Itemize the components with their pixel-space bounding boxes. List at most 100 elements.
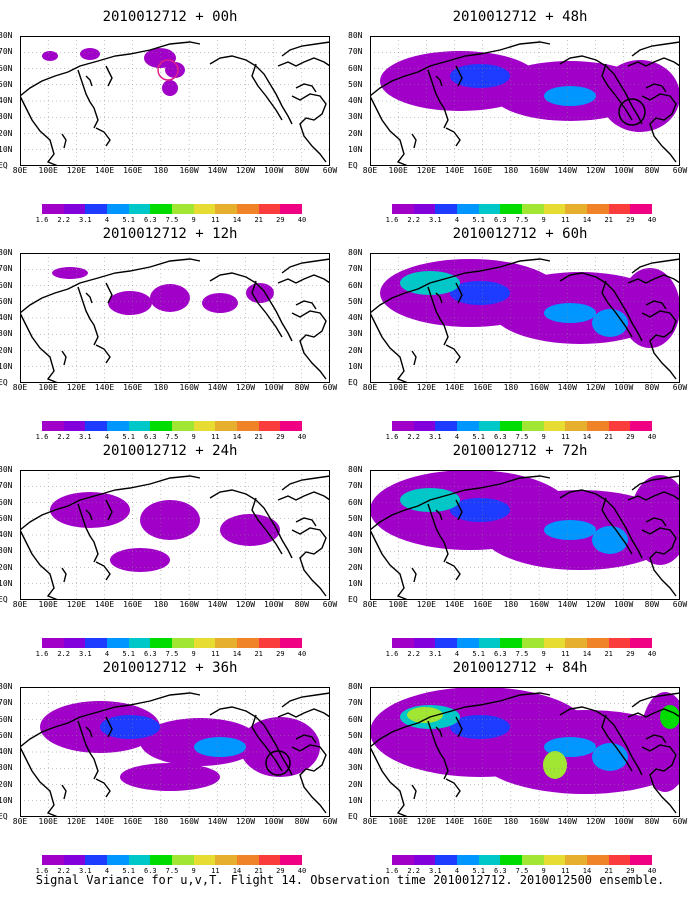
lat-label: 50N <box>0 79 13 89</box>
coastline <box>435 509 443 521</box>
coastline <box>411 567 417 583</box>
coastline <box>641 310 677 380</box>
lat-label: 50N <box>348 513 363 523</box>
colorbar-label: 7.5 <box>515 867 529 875</box>
colorbar-label: 21 <box>604 650 613 658</box>
lon-label: 80W <box>644 166 660 175</box>
lat-label: 50N <box>0 296 13 306</box>
lon-label: 60W <box>672 817 688 826</box>
colorbar-label: 7.5 <box>515 650 529 658</box>
lat-label: 50N <box>348 296 363 306</box>
colorbar-label: 29 <box>276 216 285 224</box>
colorbar-label: 1.6 <box>385 433 399 441</box>
colorbar-label: 4 <box>104 867 110 875</box>
coastline <box>105 716 113 738</box>
colorbar-label: 40 <box>647 216 657 224</box>
colorbar-swatch <box>435 855 458 865</box>
colorbar-label: 6.3 <box>144 216 157 224</box>
colorbar-label: 40 <box>297 650 307 658</box>
panel-title: 2010012712 + 36h <box>102 660 238 676</box>
coastline <box>645 83 667 93</box>
variance-contour <box>220 514 280 546</box>
colorbar-label: 11 <box>561 216 570 224</box>
lat-label: 40N <box>348 96 363 105</box>
colorbar-swatch <box>85 204 108 214</box>
lat-label: 20N <box>0 345 13 355</box>
variance-map <box>370 36 680 166</box>
colorbar-label: 3.1 <box>429 433 442 441</box>
lon-axis: 80E 100E 120E 140E 160E 180 160W 140W 120W 100W 80… <box>363 817 687 827</box>
colorbar-swatch <box>107 421 130 431</box>
lat-label: 10N <box>348 144 363 154</box>
lon-label: 140W <box>207 383 227 392</box>
lat-label: 30N <box>348 763 363 773</box>
colorbar-label: 40 <box>647 867 657 875</box>
colorbar-label: 2.2 <box>57 650 70 658</box>
lon-label: 120E <box>66 383 86 392</box>
coastline <box>277 708 330 718</box>
lon-label: 140E <box>444 383 465 392</box>
colorbar-swatch <box>630 421 653 431</box>
colorbar: 1.6 2.2 3.1 4 5.1 6.3 7.5 9 11 14 21 29 40 <box>386 421 656 441</box>
map-panel-p72: 2010012712 + 72h 80N 70N 60N 50N 40N 30N 20N 10N… <box>348 442 690 660</box>
lon-label: 140E <box>94 817 115 826</box>
lon-label: 140W <box>207 817 227 826</box>
lat-label: 20N <box>0 562 13 572</box>
colorbar-swatch <box>172 204 195 214</box>
lon-label: 60W <box>672 383 688 392</box>
lon-label: 160W <box>529 600 549 609</box>
colorbar: 1.6 2.2 3.1 4 5.1 6.3 7.5 9 11 14 21 29 40 <box>386 638 656 658</box>
colorbar-swatch <box>150 204 173 214</box>
lat-label: 70N <box>348 481 363 491</box>
map-frame: 80N 70N 60N 50N 40N 30N 20N 10N EQ <box>0 683 330 821</box>
colorbar-swatch <box>172 421 195 431</box>
coastline <box>370 746 409 817</box>
colorbar-swatch <box>42 204 65 214</box>
lat-label: 70N <box>0 698 13 708</box>
coastline <box>645 517 667 527</box>
lon-label: 140W <box>557 600 577 609</box>
lat-label: 20N <box>348 562 363 572</box>
lon-label: 140E <box>444 166 465 175</box>
colorbar-swatch <box>42 421 65 431</box>
variance-contour <box>100 715 160 739</box>
coastline <box>411 133 417 149</box>
map-panel-p00: 2010012712 + 00h 80N 70N 60N 50N 40N 30N 20N 10N… <box>0 8 340 226</box>
variance-contour <box>544 86 596 106</box>
variance-map <box>20 687 330 817</box>
colorbar-swatch <box>435 638 458 648</box>
colorbar-label: 1.6 <box>385 650 399 658</box>
lon-label: 100E <box>38 383 58 392</box>
colorbar-label: 11 <box>561 867 570 875</box>
colorbar-label: 2.2 <box>407 433 420 441</box>
lat-label: 40N <box>348 747 363 756</box>
colorbar-label: 3.1 <box>79 650 92 658</box>
coastline <box>291 310 327 380</box>
map-frame: 80N 70N 60N 50N 40N 30N 20N 10N EQ <box>0 466 330 604</box>
lat-label: 40N <box>0 96 13 105</box>
lon-label: 80E <box>362 166 378 175</box>
colorbar-label: 29 <box>276 867 285 875</box>
colorbar-label: 6.3 <box>494 650 507 658</box>
lon-label: 60W <box>322 383 338 392</box>
colorbar-swatch <box>258 421 281 431</box>
colorbar-swatch <box>608 204 631 214</box>
lon-label: 80W <box>644 600 660 609</box>
colorbar-label: 29 <box>626 867 635 875</box>
colorbar-swatch <box>85 638 108 648</box>
panel-title: 2010012712 + 48h <box>452 9 588 25</box>
coastline <box>281 258 330 274</box>
variance-map <box>20 36 330 166</box>
lon-label: 100E <box>388 383 408 392</box>
variance-contour <box>194 737 246 757</box>
variance-contour <box>450 498 510 522</box>
coastline <box>20 312 59 383</box>
lon-label: 160E <box>123 383 143 392</box>
lon-label: 80W <box>644 383 660 392</box>
lat-label: 20N <box>348 345 363 355</box>
lon-label: 160E <box>123 166 143 175</box>
lon-label: 140W <box>207 600 227 609</box>
colorbar-swatch <box>500 638 523 648</box>
lon-axis: 80E 100E 120E 140E 160E 180 160W 140W 120W 100W 80… <box>13 383 337 393</box>
lon-label: 80E <box>362 817 378 826</box>
